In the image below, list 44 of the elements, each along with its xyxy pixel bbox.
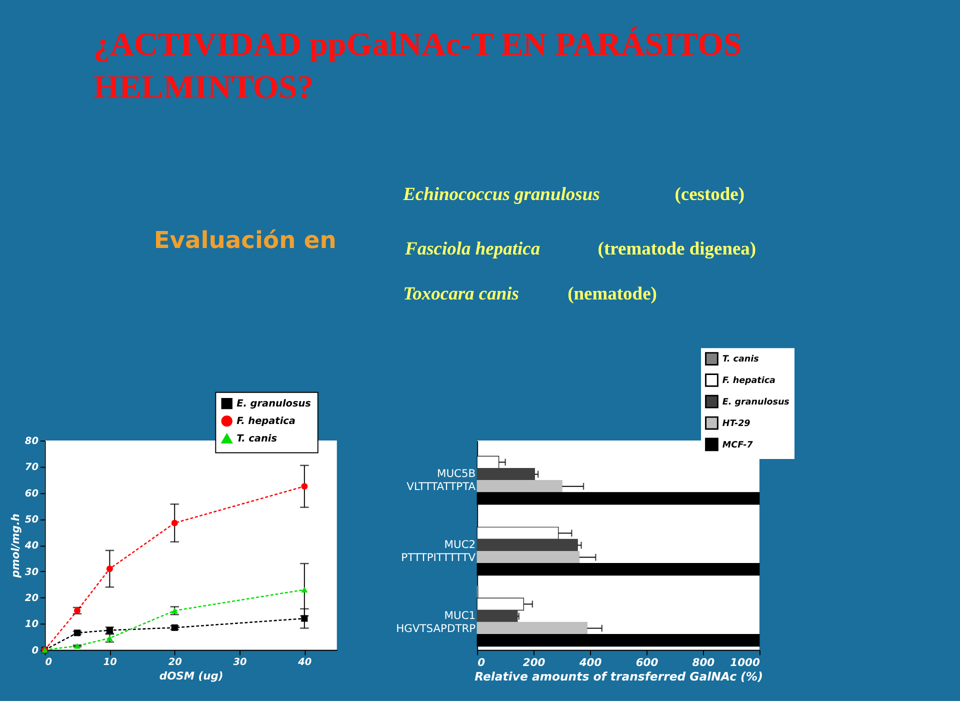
y-tick-label: 80 <box>24 436 39 447</box>
legend-label: E. granulosus <box>722 398 790 408</box>
x-tick-label: 20 <box>168 656 182 668</box>
x-axis-title: dOSM (ug) <box>159 670 224 683</box>
point <box>171 624 178 631</box>
x-tick-label: 200 <box>522 656 546 669</box>
legend-label: E. granulosus <box>236 398 312 410</box>
x-tick-label: 30 <box>233 656 247 668</box>
x-tick-label: 600 <box>636 656 659 669</box>
y-tick-label: MUC2 PTTTPITTTTTV <box>401 538 476 564</box>
y-tick-label: 70 <box>24 462 39 474</box>
text: (trematode digenea) <box>598 238 756 260</box>
x-tick-label: 400 <box>578 656 602 669</box>
y-tick-label: 20 <box>24 592 39 604</box>
text: Evaluación en <box>154 226 336 254</box>
legend-label: F. hepatica <box>236 416 296 428</box>
x-tick-label: 1000 <box>730 656 760 669</box>
x-tick-label: 0 <box>478 656 486 669</box>
y-tick-label: 50 <box>24 514 39 526</box>
text: ¿ACTIVIDAD ppGalNAc-T EN PARÁSITOS HELMINTOS? <box>93 26 742 106</box>
y-tick-label: 0 <box>32 645 39 656</box>
legend-label: T. canis <box>236 434 278 445</box>
y-tick-label: 30 <box>24 566 39 578</box>
y-tick-label: MUC5B VLTTTATTPTA <box>406 467 476 493</box>
legend-label: MCF-7 <box>722 440 754 450</box>
text: (cestode) <box>674 184 745 204</box>
text: Toxocara canis <box>403 283 519 304</box>
y-tick-label: 40 <box>24 540 39 552</box>
x-tick-label: 800 <box>692 656 716 669</box>
text: Fasciola hepatica <box>404 238 540 259</box>
text: (nematode) <box>568 283 657 304</box>
x-axis-title: Relative amounts of transferred GalNAc (%) <box>474 670 763 684</box>
point <box>74 643 81 649</box>
y-tick-label: 60 <box>24 488 39 500</box>
x-tick-label: 10 <box>103 656 118 668</box>
y-tick-label: 10 <box>24 619 39 630</box>
legend-label: T. canis <box>722 354 759 365</box>
x-tick-label: 0 <box>45 656 52 668</box>
x-tick-label: 40 <box>297 656 312 668</box>
y-axis-title: pmol/mg.h <box>9 514 22 579</box>
legend-label: HT-29 <box>722 418 750 429</box>
y-tick-label: MUC1 HGVTSAPDTRP <box>396 609 476 635</box>
text: Echinococcus granulosus <box>402 184 600 204</box>
legend-label: F. hepatica <box>722 376 776 386</box>
